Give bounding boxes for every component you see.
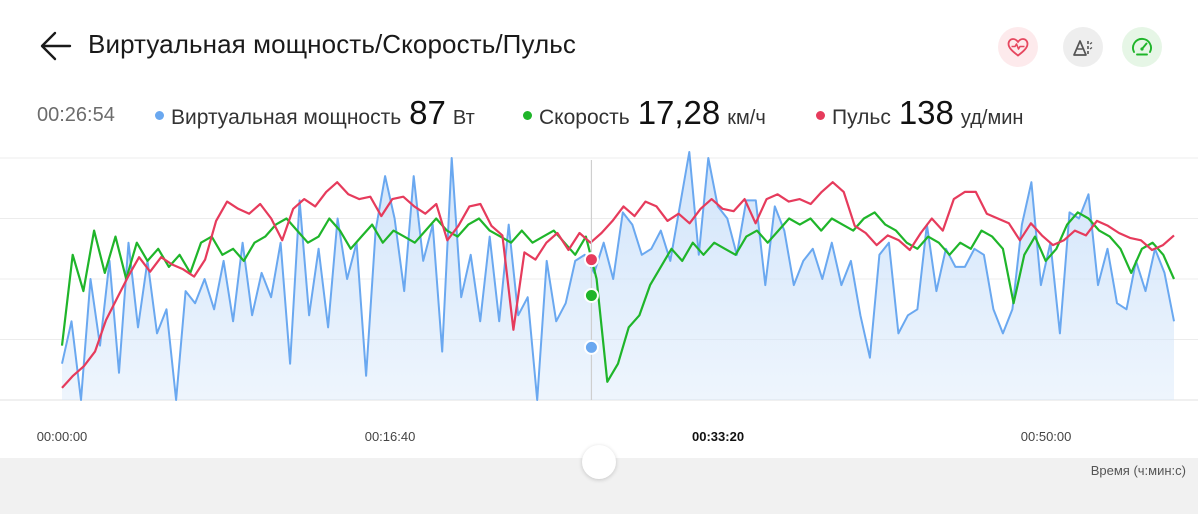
power-dot	[155, 111, 164, 120]
chart-plot[interactable]: 00:00:00 00:16:40 00:33:20 00:50:00	[0, 150, 1198, 460]
series-line-pulse	[61, 181, 1175, 389]
x-tick-label: 00:00:00	[37, 429, 88, 444]
x-tick-label: 00:50:00	[1021, 429, 1072, 444]
series-area-power	[62, 152, 1174, 400]
pulse-label: Пульс	[832, 106, 891, 129]
speed-dot	[523, 111, 532, 120]
pulse-value: 138	[898, 94, 954, 131]
back-arrow-icon	[40, 31, 72, 61]
heart-pulse-icon	[1007, 38, 1029, 57]
cursor-readout: 00:26:54 Виртуальная мощность 87 Вт Скор…	[0, 92, 1198, 142]
pulse-dot	[816, 111, 825, 120]
cursor-dot-power	[583, 339, 599, 355]
timeline-scrub-handle[interactable]	[582, 445, 616, 479]
power-unit: Вт	[452, 107, 475, 129]
terrain-mode-button[interactable]	[1063, 27, 1103, 67]
series-line-speed	[60, 211, 1176, 383]
header: Виртуальная мощность/Скорость/Пульс	[0, 0, 1198, 90]
chart-cursor[interactable]	[583, 160, 599, 400]
cursor-dot-speed	[583, 287, 599, 303]
legend-pulse: Пульс 138 уд/мин	[816, 94, 1023, 144]
chart-series	[60, 151, 1176, 401]
terrain-icon	[1073, 40, 1093, 56]
x-axis-ticks: 00:00:00 00:16:40 00:33:20 00:50:00	[37, 429, 1072, 444]
speed-mode-button[interactable]	[1122, 27, 1162, 67]
heart-rate-mode-button[interactable]	[998, 27, 1038, 67]
x-tick-label: 00:16:40	[365, 429, 416, 444]
speedometer-icon	[1132, 38, 1152, 56]
speed-value: 17,28	[637, 94, 721, 131]
pulse-unit: уд/мин	[960, 107, 1024, 129]
power-value: 87	[409, 94, 446, 131]
cursor-time: 00:26:54	[37, 104, 115, 126]
speed-label: Скорость	[539, 106, 630, 129]
x-axis-title: Время (ч:мин:с)	[1090, 463, 1186, 478]
cursor-dot-pulse	[583, 252, 599, 268]
power-label: Виртуальная мощность	[171, 106, 402, 129]
series-line-power	[61, 151, 1175, 401]
legend-speed: Скорость 17,28 км/ч	[523, 94, 766, 144]
back-button[interactable]	[36, 26, 76, 66]
speed-unit: км/ч	[727, 107, 766, 129]
x-tick-label: 00:33:20	[692, 429, 744, 444]
page-title: Виртуальная мощность/Скорость/Пульс	[88, 29, 577, 59]
legend-power: Виртуальная мощность 87 Вт	[155, 94, 475, 144]
